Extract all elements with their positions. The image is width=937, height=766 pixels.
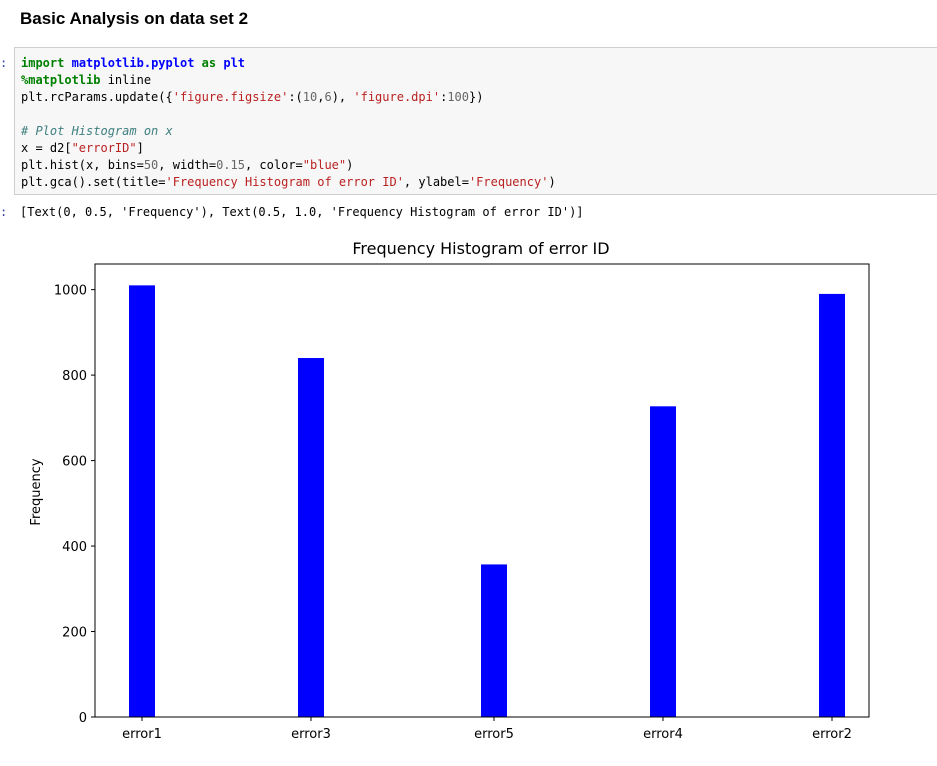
y-tick-label: 200 xyxy=(62,626,87,641)
code-token xyxy=(194,56,201,70)
code-line: plt.hist(x, bins=50, width=0.15, color="… xyxy=(21,157,556,174)
code-line: plt.gca().set(title='Frequency Histogram… xyxy=(21,174,556,191)
code-token: ) xyxy=(548,175,556,189)
code-token: plt.gca().set(title= xyxy=(21,175,166,189)
code-token: , ylabel= xyxy=(403,175,469,189)
code-token xyxy=(64,56,71,70)
code-line: # Plot Histogram on x xyxy=(21,123,556,140)
code-token: import xyxy=(21,56,65,70)
code-line xyxy=(21,106,556,123)
output-prompt: : xyxy=(0,205,8,219)
y-tick-label: 0 xyxy=(79,711,87,726)
code-token: plt.rcParams.update({ xyxy=(21,90,173,104)
y-tick-label: 1000 xyxy=(54,284,87,299)
code-token: ] xyxy=(136,141,144,155)
code-token: 100 xyxy=(447,90,469,104)
code-token: 0.15 xyxy=(216,158,245,172)
code-token: , width= xyxy=(158,158,217,172)
code-token: 'figure.dpi' xyxy=(353,90,441,104)
code-token: 10 xyxy=(302,90,318,104)
code-line: import matplotlib.pyplot as plt xyxy=(21,55,556,72)
bar-error4 xyxy=(650,406,676,717)
code-token: matplotlib.pyplot xyxy=(71,56,195,70)
plot-frame xyxy=(94,263,870,718)
code-token: ), xyxy=(331,90,354,104)
code-token: 50 xyxy=(143,158,159,172)
code-token: }) xyxy=(469,90,484,104)
code-token: ) xyxy=(346,158,354,172)
x-tick-label: error5 xyxy=(474,727,514,742)
x-tick-label: error2 xyxy=(812,727,852,742)
code-line: plt.rcParams.update({'figure.figsize':(1… xyxy=(21,89,556,106)
x-tick-label: error3 xyxy=(291,727,331,742)
y-tick-label: 600 xyxy=(62,455,87,470)
bar-error1 xyxy=(129,285,155,717)
chart-title: Frequency Histogram of error ID xyxy=(352,239,609,258)
code-editor[interactable]: import matplotlib.pyplot as plt %matplotl… xyxy=(21,55,556,191)
y-tick-label: 400 xyxy=(62,540,87,555)
code-token: inline xyxy=(100,73,152,87)
code-token: x = d2[ xyxy=(21,141,72,155)
bar-error5 xyxy=(481,564,507,717)
code-token: 'figure.figsize' xyxy=(172,90,289,104)
code-token: 'Frequency Histogram of error ID' xyxy=(165,175,404,189)
code-token: plt xyxy=(223,56,246,70)
code-token: :( xyxy=(288,90,303,104)
y-axis-label: Frequency xyxy=(29,458,44,525)
bars-group xyxy=(129,285,845,717)
code-token: "errorID" xyxy=(71,141,137,155)
code-token: %matplotlib xyxy=(21,73,101,87)
x-tick-label: error1 xyxy=(122,727,162,742)
code-line: x = d2["errorID"] xyxy=(21,140,556,157)
code-token: as xyxy=(201,56,217,70)
code-token: plt.hist(x, bins= xyxy=(21,158,144,172)
histogram-chart: Frequency Histogram of error ID Frequenc… xyxy=(29,239,870,742)
code-token: 6 xyxy=(324,90,332,104)
y-tick-label: 800 xyxy=(62,369,87,384)
bar-error2 xyxy=(819,293,845,717)
input-prompt: : xyxy=(0,56,8,70)
x-axis-ticks: error1 error3 error5 error4 error2 xyxy=(122,717,852,742)
code-token: : xyxy=(440,90,448,104)
code-token: , xyxy=(317,90,325,104)
code-token: 'Frequency' xyxy=(468,175,549,189)
x-tick-label: error4 xyxy=(643,727,683,742)
output-text: [Text(0, 0.5, 'Frequency'), Text(0.5, 1.… xyxy=(20,205,584,219)
bar-error3 xyxy=(298,358,324,717)
code-cell[interactable]: import matplotlib.pyplot as plt %matplotl… xyxy=(14,47,937,195)
code-token: , color= xyxy=(244,158,303,172)
y-axis-ticks: 0 200 400 600 800 1000 xyxy=(54,284,95,726)
code-line: %matplotlib inline xyxy=(21,72,556,89)
code-token: "blue" xyxy=(302,158,347,172)
code-token: # Plot Histogram on x xyxy=(21,124,173,138)
notebook-heading: Basic Analysis on data set 2 xyxy=(20,9,249,28)
